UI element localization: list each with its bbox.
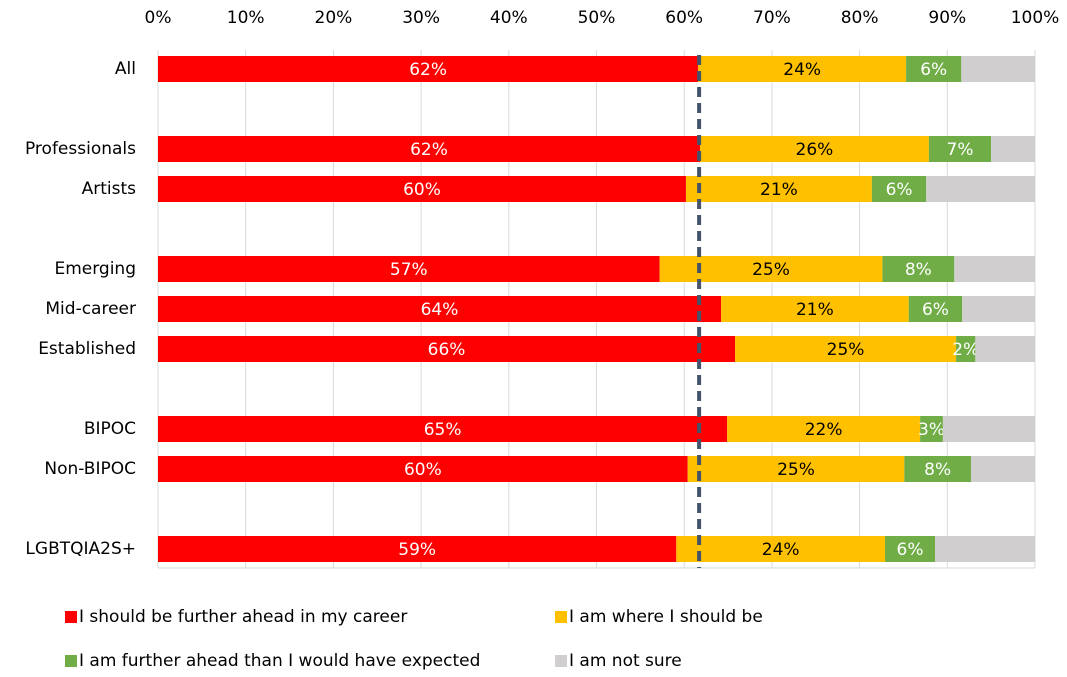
- category-label: All: [115, 59, 136, 79]
- bar-segment: [158, 296, 722, 322]
- x-tick-label: 80%: [841, 8, 879, 28]
- bar-segment: [908, 296, 963, 322]
- bar-segment: [727, 416, 921, 442]
- category-label: Established: [38, 339, 136, 359]
- bar-segment: [928, 136, 992, 162]
- x-tick-label: 100%: [1011, 8, 1060, 28]
- category-label: BIPOC: [84, 419, 136, 439]
- bar-segment: [970, 456, 1035, 482]
- bar-segment: [991, 136, 1035, 162]
- x-tick-label: 30%: [402, 8, 440, 28]
- bar-segment: [687, 456, 905, 482]
- legend-swatch: [65, 611, 77, 623]
- bar-segment: [659, 256, 883, 282]
- data-label: 24%: [762, 540, 800, 560]
- bar-segment: [954, 256, 1035, 282]
- bar-segment: [956, 336, 976, 362]
- category-label: Mid-career: [45, 299, 136, 319]
- data-label: 62%: [410, 140, 448, 160]
- bar-segment: [158, 336, 736, 362]
- bar-segment: [920, 416, 943, 442]
- bar-segment: [158, 536, 677, 562]
- data-label: 21%: [796, 300, 834, 320]
- x-tick-label: 90%: [928, 8, 966, 28]
- data-label: 24%: [783, 60, 821, 80]
- bar-segment: [158, 256, 660, 282]
- x-tick-label: 10%: [227, 8, 265, 28]
- bar-segment: [158, 56, 699, 82]
- bar-segment: [685, 176, 872, 202]
- bar-segment: [904, 456, 971, 482]
- x-tick-label: 60%: [665, 8, 703, 28]
- x-tick-label: 0%: [145, 8, 172, 28]
- data-label: 6%: [886, 180, 913, 200]
- bar-segment: [676, 536, 886, 562]
- data-label: 57%: [390, 260, 428, 280]
- legend-swatch: [65, 655, 77, 667]
- x-tick-label: 20%: [315, 8, 353, 28]
- bar-segment: [158, 456, 688, 482]
- category-label: Artists: [82, 179, 137, 199]
- bar-segment: [975, 336, 1035, 362]
- data-label: 59%: [398, 540, 436, 560]
- data-label: 3%: [918, 420, 945, 440]
- legend-label: I am not sure: [569, 651, 682, 671]
- legend-label: I am further ahead than I would have exp…: [79, 651, 480, 671]
- legend-label: I should be further ahead in my career: [79, 607, 407, 627]
- data-label: 22%: [805, 420, 843, 440]
- data-label: 6%: [922, 300, 949, 320]
- bar-segment: [935, 536, 1035, 562]
- legend-swatch: [555, 655, 567, 667]
- data-label: 64%: [421, 300, 459, 320]
- data-label: 25%: [752, 260, 790, 280]
- bar-segment: [871, 176, 927, 202]
- data-label: 65%: [424, 420, 462, 440]
- data-label: 6%: [920, 60, 947, 80]
- data-label: 25%: [777, 460, 815, 480]
- category-label: Emerging: [54, 259, 136, 279]
- bar-segment: [158, 136, 700, 162]
- data-label: 2%: [952, 340, 979, 360]
- x-tick-label: 70%: [753, 8, 791, 28]
- data-label: 8%: [924, 460, 951, 480]
- bar-segment: [906, 56, 962, 82]
- data-label: 8%: [905, 260, 932, 280]
- bar-segment: [942, 416, 1035, 442]
- data-label: 6%: [897, 540, 924, 560]
- bar-segment: [158, 176, 686, 202]
- data-label: 60%: [404, 460, 442, 480]
- data-label: 7%: [947, 140, 974, 160]
- bar-segment: [721, 296, 909, 322]
- bar-segment: [699, 136, 929, 162]
- data-label: 62%: [409, 60, 447, 80]
- x-tick-label: 40%: [490, 8, 528, 28]
- bar-segment: [961, 56, 1035, 82]
- data-label: 66%: [428, 340, 466, 360]
- bar-segment: [698, 56, 907, 82]
- category-label: Non-BIPOC: [44, 459, 136, 479]
- legend-label: I am where I should be: [569, 607, 763, 627]
- bar-segment: [735, 336, 957, 362]
- data-label: 25%: [827, 340, 865, 360]
- bar-segment: [158, 416, 728, 442]
- category-label: LGBTQIA2S+: [25, 539, 136, 559]
- data-label: 21%: [760, 180, 798, 200]
- bar-segment: [962, 296, 1035, 322]
- data-label: 26%: [796, 140, 834, 160]
- x-tick-label: 50%: [578, 8, 616, 28]
- data-label: 60%: [403, 180, 441, 200]
- bar-segment: [882, 256, 955, 282]
- category-label: Professionals: [25, 139, 136, 159]
- bar-segment: [926, 176, 1035, 202]
- bar-segment: [885, 536, 936, 562]
- legend-swatch: [555, 611, 567, 623]
